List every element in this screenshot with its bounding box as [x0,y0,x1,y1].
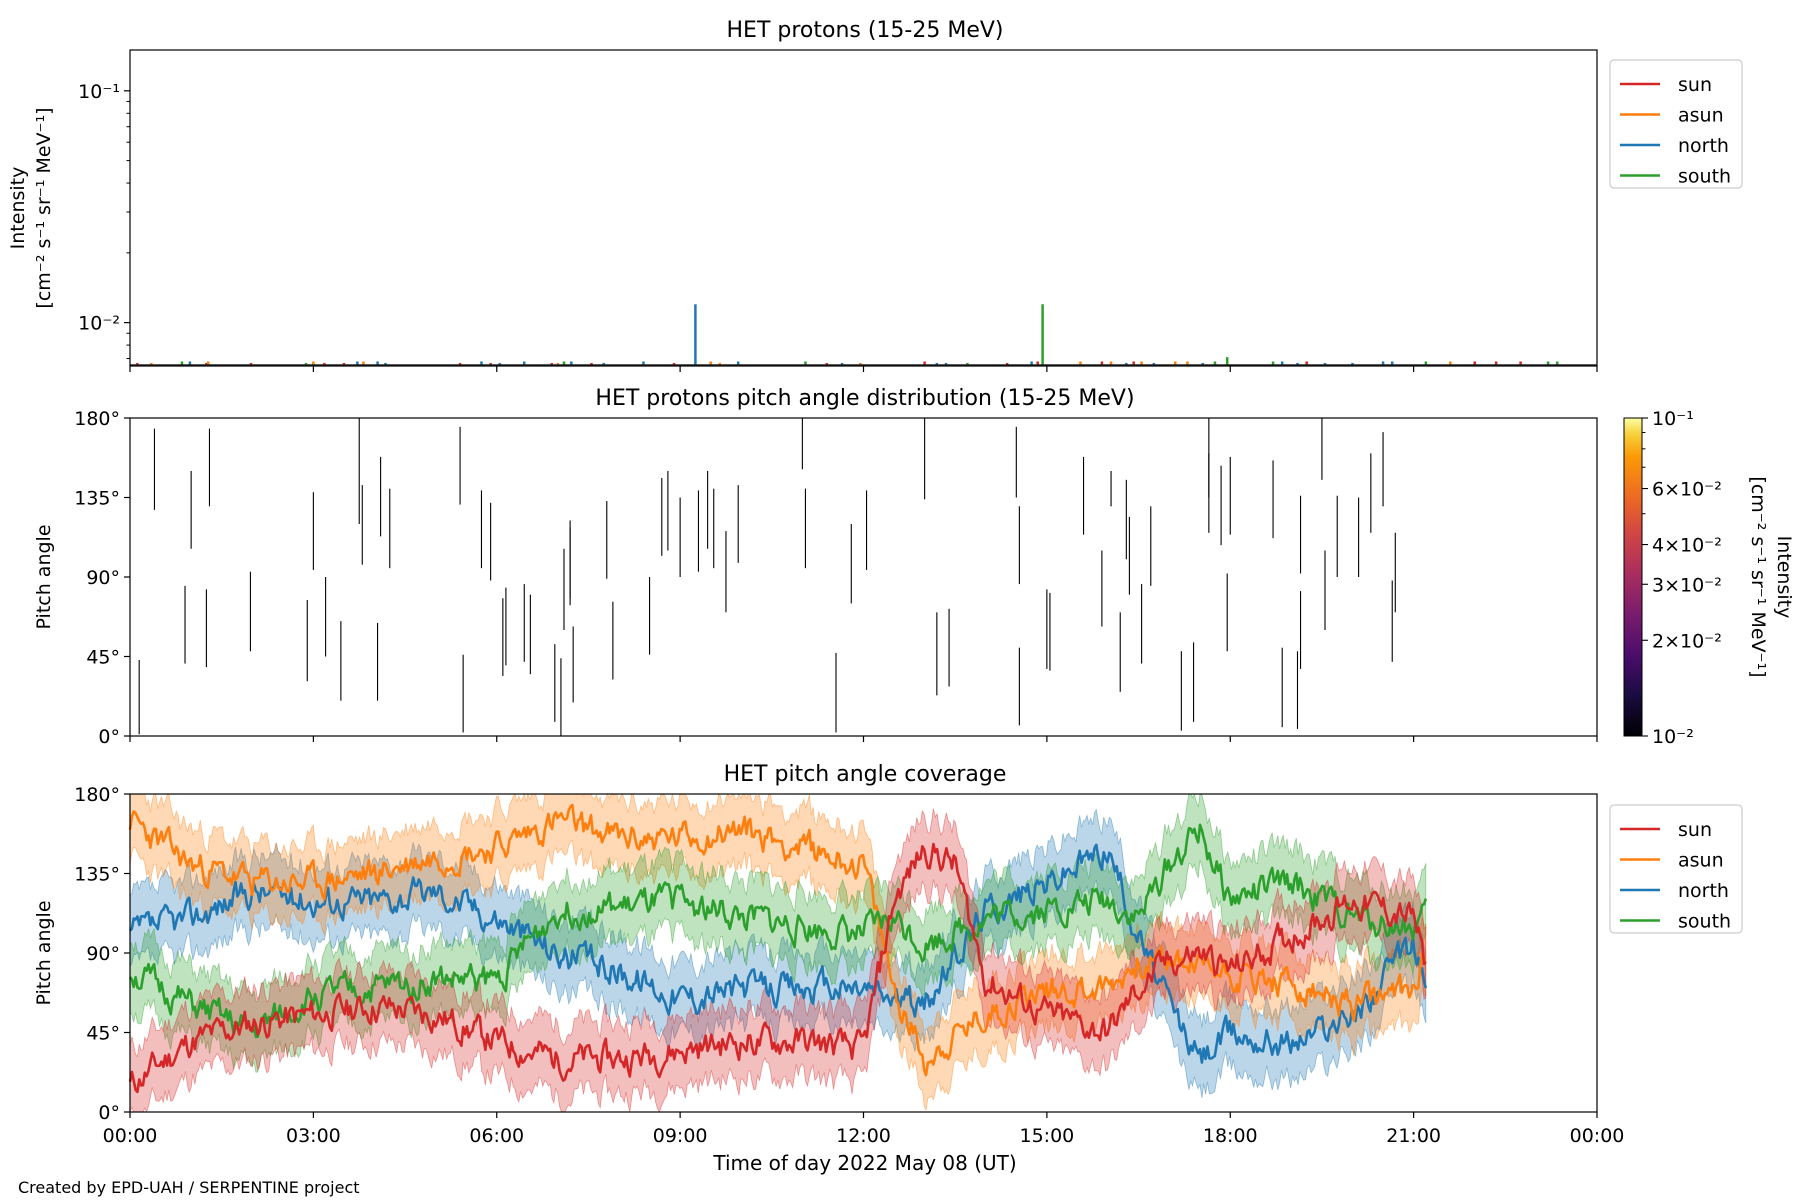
x-tick-label: 12:00 [836,1125,891,1147]
y-tick-label: 45° [86,1023,120,1045]
x-tick-label: 06:00 [469,1125,524,1147]
y-tick-label: 180° [74,408,120,430]
colorbar-ticks: 10⁻¹ 6×10⁻² 4×10⁻² 3×10⁻² 2×10⁻² 10⁻² [1642,408,1722,748]
coverage-band-north [129,808,1427,1099]
y-tick-label: 10⁻¹ [78,81,120,103]
panel-2-title: HET protons pitch angle distribution (15… [595,386,1134,411]
y-tick-label: 135° [74,488,120,510]
y-tick-label: 135° [74,864,120,886]
panel-intensity: HET protons (15-25 MeV) 10⁻¹ 10⁻² Intensi… [7,18,1743,372]
x-tick-label: 09:00 [653,1125,708,1147]
colorbar [1623,417,1643,737]
panel-1-marks [130,304,1597,366]
legend-label-asun: asun [1678,850,1724,872]
panel-coverage: HET pitch angle coverage 0° 45° 90° 135° 180… [33,762,1743,1175]
y-tick-label: 0° [98,726,120,748]
colorbar-tick-label: 3×10⁻² [1652,574,1722,596]
panel-1-ylabel-line2: [cm⁻² s⁻¹ sr⁻¹ MeV⁻¹] [33,107,55,308]
colorbar-label-line2: [cm⁻² s⁻¹ sr⁻¹ MeV⁻¹] [1747,476,1769,677]
panel-2-ylabel: Pitch angle [33,524,55,629]
legend-label-south: south [1678,911,1731,933]
x-tick-labels: 00:00 03:00 06:00 09:00 12:00 15:00 18:00 21:00… [103,1125,1625,1147]
panel-pad: HET protons pitch angle distribution (15… [33,386,1795,748]
y-tick-label: 45° [86,647,120,669]
y-tick-label: 0° [98,1102,120,1124]
panel-1-ylabel-line1: Intensity [7,167,29,250]
coverage-lines [128,803,1428,1094]
y-tick-label: 90° [86,943,120,965]
legend-label-north: north [1678,880,1729,902]
legend-label-sun: sun [1678,819,1712,841]
panel-2-ticks: 0° 45° 90° 135° 180° [74,408,1598,748]
panel-3-title: HET pitch angle coverage [724,762,1007,787]
coverage-line-north [129,843,1428,1064]
panel-3-ylabel: Pitch angle [33,900,55,1005]
panel-3-marks [128,792,1428,1113]
panel-1-ticks: 10⁻¹ 10⁻² [78,81,1598,372]
legend-label-sun: sun [1678,74,1712,96]
legend-label-south: south [1678,166,1731,188]
y-tick-label: 10⁻² [78,313,120,335]
x-tick-label: 15:00 [1019,1125,1074,1147]
x-tick-label: 21:00 [1386,1125,1441,1147]
colorbar-tick-label: 6×10⁻² [1652,479,1722,501]
y-tick-label: 180° [74,784,120,806]
x-tick-label: 00:00 [103,1125,158,1147]
panel-3-ticks: 0° 45° 90° 135° 180° [74,784,1598,1124]
legend-intensity: sun asun north south [1609,59,1743,189]
colorbar-tick-label: 2×10⁻² [1652,630,1722,652]
coverage-line-asun [128,803,1427,1077]
coverage-line-sun [128,842,1427,1094]
panel-2-marks [138,418,1396,736]
legend-label-north: north [1678,135,1729,157]
y-tick-label: 90° [86,567,120,589]
x-tick-label: 03:00 [286,1125,341,1147]
legend-box [1609,59,1743,189]
x-axis-label: Time of day 2022 May 08 (UT) [712,1151,1016,1175]
legend-coverage: sun asun north south [1609,804,1743,934]
colorbar-tick-label: 10⁻² [1652,726,1694,748]
x-tick-label: 00:00 [1570,1125,1625,1147]
footer-credit: Created by EPD-UAH / SERPENTINE project [18,1178,360,1197]
legend-box [1609,804,1743,934]
x-tick-label: 18:00 [1203,1125,1258,1147]
colorbar-label-line1: Intensity [1773,536,1795,619]
legend-label-asun: asun [1678,105,1724,127]
colorbar-tick-label: 4×10⁻² [1652,535,1722,557]
coverage-line-south [128,823,1428,1039]
colorbar-tick-label: 10⁻¹ [1652,408,1694,430]
panel-1-title: HET protons (15-25 MeV) [727,18,1004,43]
